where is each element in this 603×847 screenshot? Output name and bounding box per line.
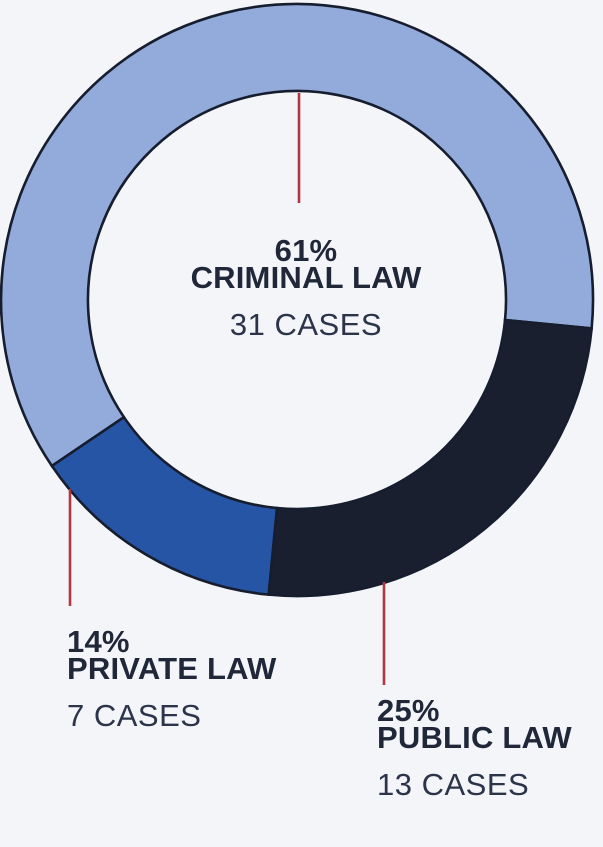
label-criminal-law: 61% CRIMINAL LAW 31 CASES xyxy=(190,233,422,342)
leader-lines xyxy=(68,93,386,685)
private-law-percent: 14% xyxy=(67,624,130,659)
public-law-name: PUBLIC LAW xyxy=(377,720,572,755)
public-law-percent: 25% xyxy=(377,693,440,728)
label-private-law: 14% PRIVATE LAW 7 CASES xyxy=(67,624,277,733)
donut-slice-criminal-law xyxy=(0,2,595,468)
criminal-law-percent: 61% xyxy=(274,233,338,268)
donut-slice-private-law xyxy=(50,415,279,597)
criminal-law-cases: 31 CASES xyxy=(229,307,383,342)
donut-slices xyxy=(0,2,595,598)
private-law-cases: 7 CASES xyxy=(67,698,202,733)
private-law-name: PRIVATE LAW xyxy=(67,651,277,686)
donut-slice-public-law xyxy=(267,318,594,598)
public-law-cases: 13 CASES xyxy=(377,767,530,802)
criminal-law-name: CRIMINAL LAW xyxy=(190,260,422,295)
label-public-law: 25% PUBLIC LAW 13 CASES xyxy=(377,693,572,802)
